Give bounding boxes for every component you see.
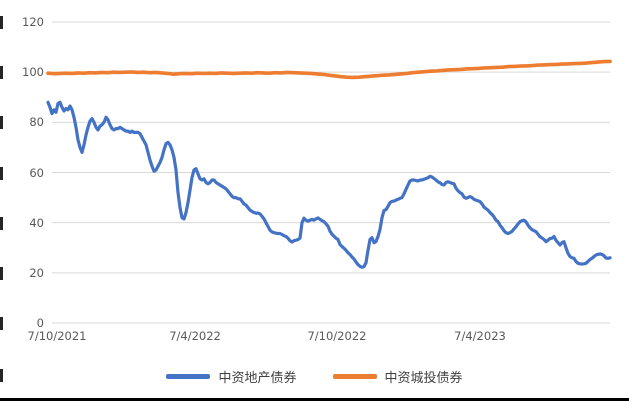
screenshot-bottom-border <box>0 398 629 401</box>
left-edge-mark <box>0 66 3 80</box>
left-edge-mark <box>0 16 3 29</box>
left-edge-mark <box>0 266 3 280</box>
y-axis-label: 120 <box>22 15 44 29</box>
legend-label: 中资地产债券 <box>218 371 297 386</box>
left-edge-mark <box>0 317 3 330</box>
legend-line-swatch-orange <box>332 374 377 379</box>
x-axis-label: 7/10/2021 <box>27 329 87 343</box>
y-axis-label: 20 <box>29 265 44 280</box>
y-axis-label: 0 <box>36 316 44 330</box>
x-axis-label: 7/4/2022 <box>169 329 221 343</box>
left-edge-mark <box>0 216 3 230</box>
left-edge-mark <box>0 116 3 130</box>
x-axis-label: 7/10/2022 <box>307 329 367 343</box>
y-axis-label: 100 <box>22 65 44 80</box>
y-axis-label: 80 <box>29 115 44 130</box>
legend-line-swatch-blue <box>166 374 211 379</box>
series-line-1 <box>46 59 612 80</box>
series-line-0 <box>46 100 612 269</box>
legend-item-property-bonds: 中资地产债券 <box>166 367 297 386</box>
left-edge-mark <box>0 369 3 382</box>
legend-label: 中资城投债券 <box>384 371 463 386</box>
x-axis-label: 7/4/2023 <box>454 329 506 343</box>
y-axis-label: 40 <box>29 215 44 230</box>
legend: 中资地产债券 中资城投债券 <box>0 367 629 386</box>
legend-item-lgfv-bonds: 中资城投债券 <box>332 367 463 386</box>
left-edge-mark <box>0 166 3 180</box>
y-axis-label: 60 <box>29 165 44 180</box>
